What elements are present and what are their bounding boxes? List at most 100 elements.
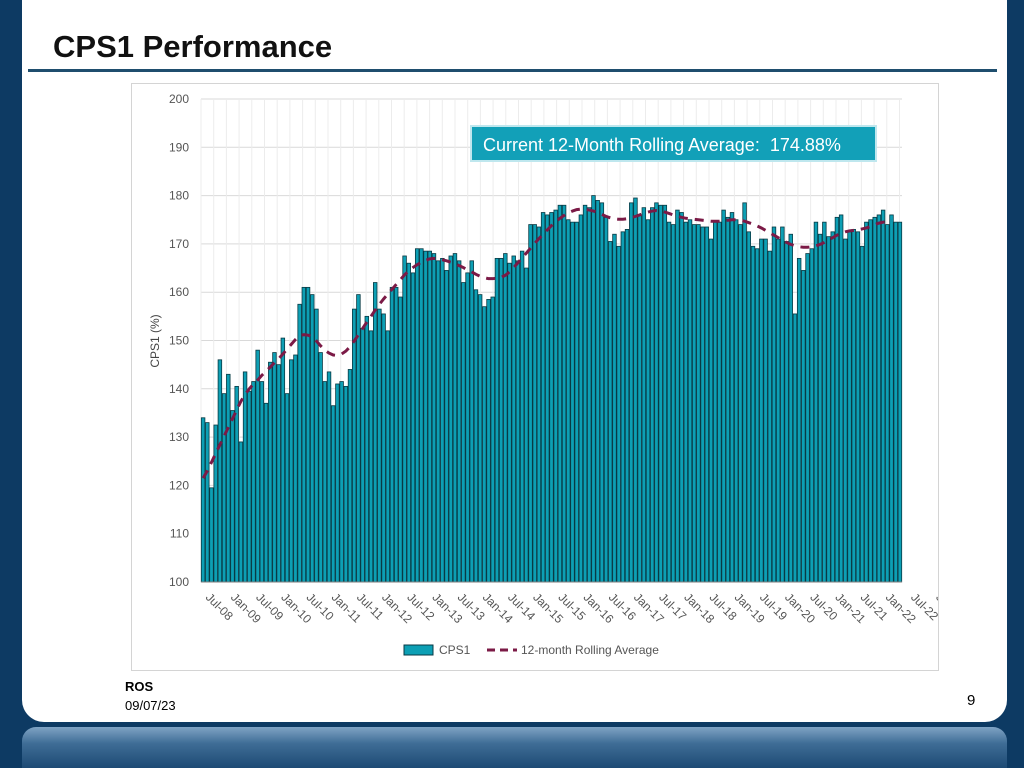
bar (704, 226, 710, 583)
bar (721, 209, 726, 583)
bar (838, 214, 844, 583)
bar (343, 385, 349, 583)
bar (263, 402, 269, 583)
bar (305, 286, 311, 583)
bar (310, 294, 315, 583)
bar (289, 359, 294, 583)
bar (389, 286, 395, 583)
bar (578, 214, 584, 583)
bar (431, 253, 437, 583)
bar (637, 214, 642, 583)
legend-label-cps1: CPS1 (439, 643, 471, 657)
bar (410, 272, 416, 583)
bar (654, 202, 659, 583)
y-tick-label: 140 (169, 382, 189, 396)
bar (675, 209, 680, 583)
bar (775, 238, 781, 583)
bar (876, 214, 882, 583)
y-tick-label: 150 (169, 334, 189, 348)
bar (373, 282, 378, 583)
bottom-bar (22, 727, 1007, 768)
bar (733, 219, 739, 583)
bar (834, 216, 840, 583)
bar (683, 221, 689, 583)
bar (200, 417, 206, 583)
bar (406, 262, 411, 583)
bar (759, 238, 764, 583)
page-number: 9 (967, 692, 976, 709)
bar (452, 253, 458, 583)
bar (536, 226, 542, 583)
bar (587, 207, 592, 583)
annotation-text: Current 12-Month Rolling Average: 174.88… (483, 135, 841, 155)
bar (645, 219, 651, 583)
bar (503, 253, 508, 583)
bar (771, 226, 777, 583)
bar (494, 257, 500, 583)
bar (717, 221, 722, 583)
bar (620, 231, 626, 583)
y-tick-label: 170 (169, 237, 189, 251)
bar (314, 308, 319, 583)
bar (872, 216, 877, 583)
bar (893, 221, 898, 583)
footer-org: ROS (125, 679, 154, 694)
bar (364, 315, 370, 583)
bar (377, 308, 382, 583)
bar (859, 245, 865, 583)
y-tick-label: 200 (169, 92, 189, 106)
bar (658, 204, 663, 583)
bar (477, 294, 483, 583)
bar (339, 381, 344, 583)
bar (469, 260, 474, 583)
bar (889, 214, 894, 583)
bar (251, 381, 256, 583)
bar (809, 248, 814, 583)
legend-swatch-cps1 (403, 644, 434, 656)
bar (217, 359, 223, 583)
legend: CPS1 12-month Rolling Average (403, 643, 659, 657)
bar (486, 299, 491, 583)
bar (754, 248, 760, 583)
bar (276, 364, 281, 583)
legend-label-rolling: 12-month Rolling Average (521, 643, 659, 657)
bar (650, 207, 655, 583)
bar (608, 241, 613, 583)
bar (574, 221, 579, 583)
bar (268, 361, 273, 583)
bar (662, 204, 668, 583)
bar (545, 214, 550, 583)
bar (813, 221, 819, 583)
bar (226, 373, 231, 583)
bar (696, 224, 701, 583)
bar (897, 221, 903, 583)
bar (368, 330, 374, 583)
bar (666, 221, 672, 583)
bar (519, 250, 525, 583)
bar (528, 224, 533, 583)
bar (423, 250, 428, 583)
bar (419, 248, 424, 583)
bar (473, 289, 479, 583)
x-axis-ticks: Jul-08Jan-09Jul-09Jan-10Jul-10Jan-11Jul-… (203, 590, 992, 626)
bar (738, 224, 743, 583)
bar (796, 257, 802, 583)
y-tick-label: 180 (169, 189, 189, 203)
bar (792, 313, 798, 583)
bar (465, 272, 470, 583)
bar (746, 231, 751, 583)
y-tick-label: 100 (169, 575, 189, 589)
bar (624, 229, 630, 583)
y-tick-label: 190 (169, 140, 189, 154)
bar (788, 233, 793, 583)
bar (561, 204, 567, 583)
bar (687, 219, 693, 583)
bar (742, 202, 747, 583)
bar (255, 349, 260, 583)
bar (570, 221, 575, 583)
annotation-box (470, 125, 877, 162)
bar (242, 371, 248, 583)
bar (440, 257, 445, 583)
bar (784, 241, 789, 583)
bar (247, 390, 252, 583)
